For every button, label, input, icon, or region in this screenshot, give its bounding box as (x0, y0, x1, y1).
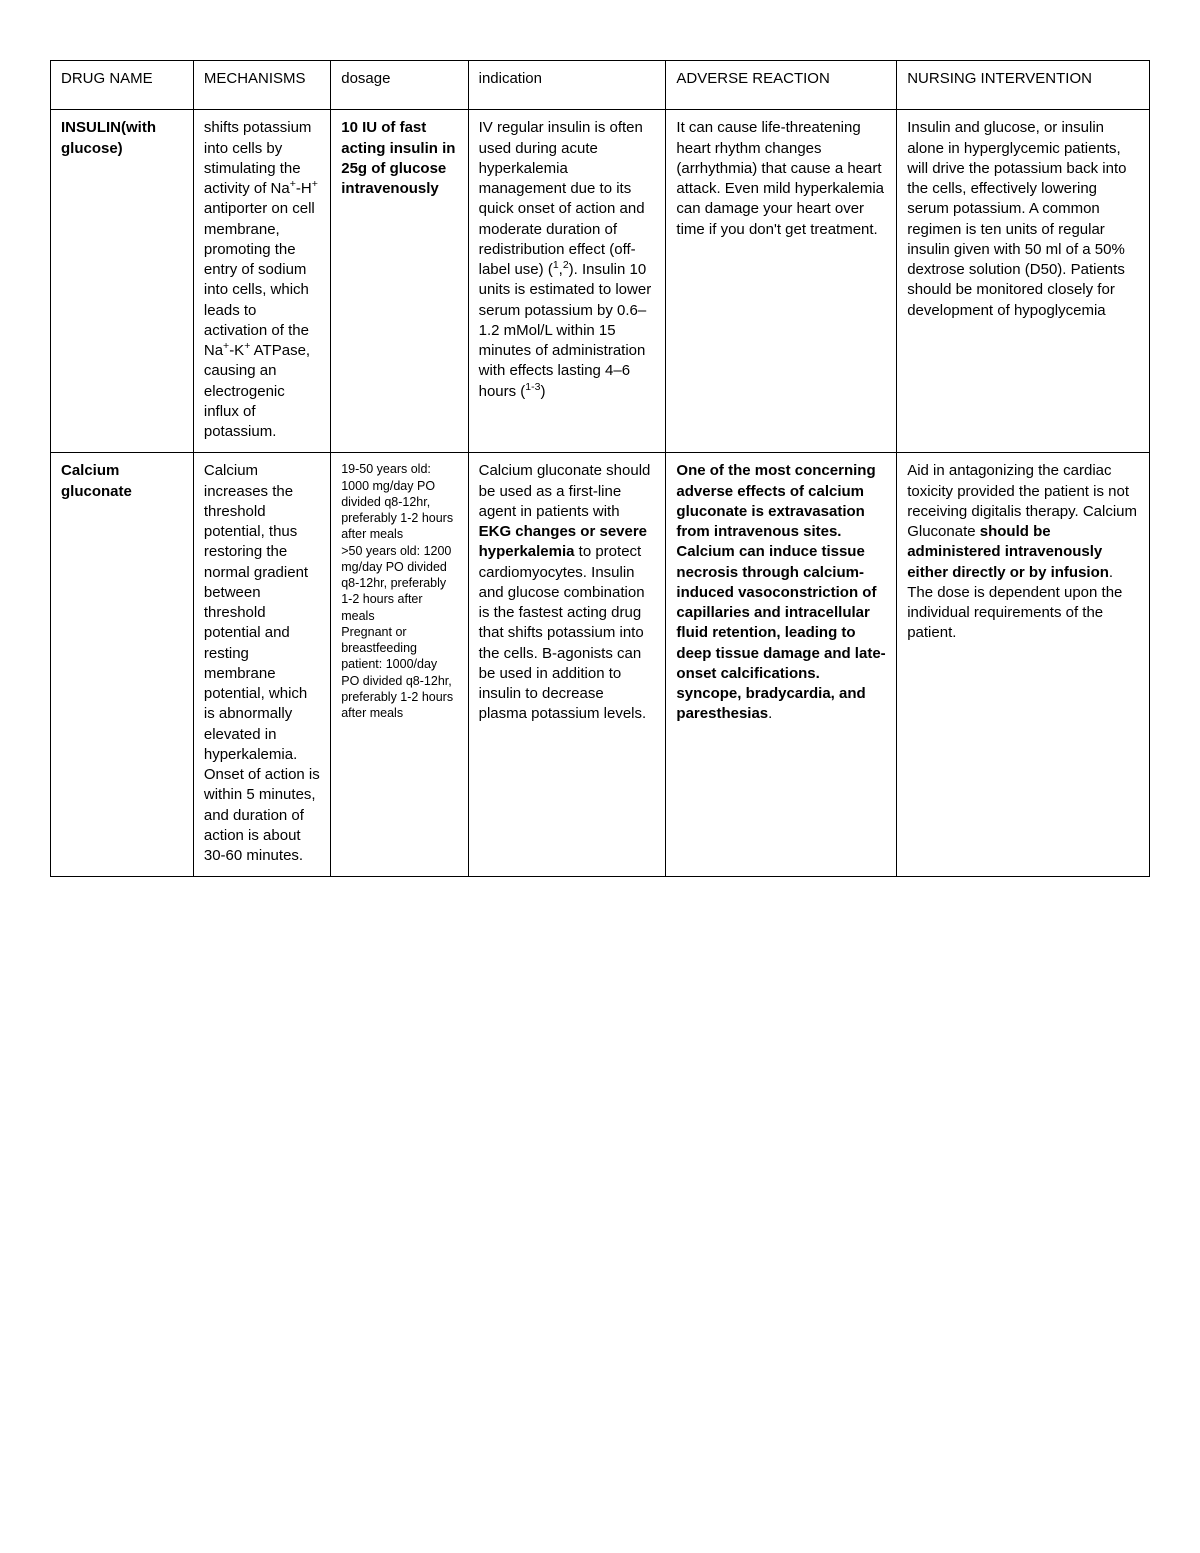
dosage-cell: 10 IU of fast acting insulin in 25g of g… (331, 110, 468, 453)
column-header-0: DRUG NAME (51, 61, 194, 110)
adverse-cell: One of the most concerning adverse effec… (666, 453, 897, 877)
drug-name-cell: INSULIN(with glucose) (51, 110, 194, 453)
drug-name-cell: Calcium gluconate (51, 453, 194, 877)
nursing-cell: Insulin and glucose, or insulin alone in… (897, 110, 1150, 453)
mechanisms-cell: shifts potassium into cells by stimulati… (193, 110, 330, 453)
indication-cell: Calcium gluconate should be used as a fi… (468, 453, 666, 877)
column-header-1: MECHANISMS (193, 61, 330, 110)
column-header-4: ADVERSE REACTION (666, 61, 897, 110)
column-header-2: dosage (331, 61, 468, 110)
dosage-cell: 19-50 years old: 1000 mg/day PO divided … (331, 453, 468, 877)
table-row: INSULIN(with glucose)shifts potassium in… (51, 110, 1150, 453)
column-header-3: indication (468, 61, 666, 110)
nursing-cell: Aid in antagonizing the cardiac toxicity… (897, 453, 1150, 877)
indication-cell: IV regular insulin is often used during … (468, 110, 666, 453)
adverse-cell: It can cause life-threatening heart rhyt… (666, 110, 897, 453)
table-row: Calcium gluconateCalcium increases the t… (51, 453, 1150, 877)
mechanisms-cell: Calcium increases the threshold potentia… (193, 453, 330, 877)
drug-table: DRUG NAMEMECHANISMSdosageindicationADVER… (50, 60, 1150, 877)
column-header-5: NURSING INTERVENTION (897, 61, 1150, 110)
